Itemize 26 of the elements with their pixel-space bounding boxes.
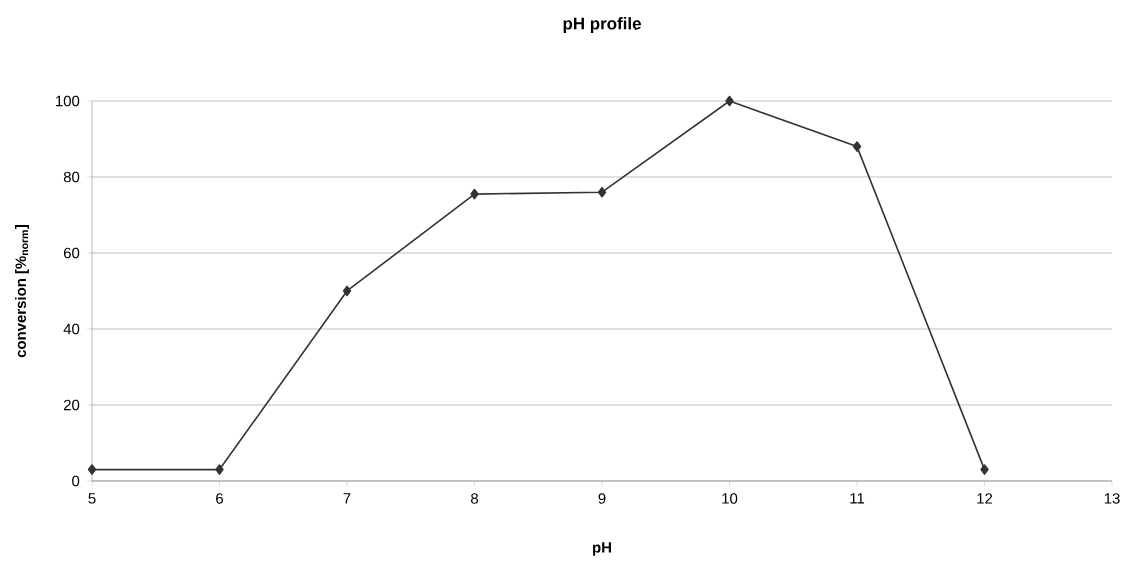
x-tick-label: 6 — [216, 493, 224, 504]
x-tick-label: 8 — [471, 493, 479, 504]
point — [597, 186, 607, 198]
x-tick-label: 9 — [598, 493, 606, 504]
point — [215, 464, 224, 475]
x-tick-label: 13 — [1104, 493, 1120, 504]
x-tick-label: 12 — [977, 493, 993, 504]
y-tick-label: 100 — [56, 95, 80, 107]
y-axis-title: conversion [%$_{norm}$] — [15, 224, 29, 358]
y-tick-label: 0 — [72, 475, 80, 487]
x-tick-label: 7 — [343, 493, 351, 504]
y-tick-label: 80 — [63, 171, 80, 183]
y-tick-label: 20 — [63, 399, 80, 411]
point — [342, 285, 352, 297]
x-tick-label: 5 — [88, 493, 96, 504]
point — [852, 141, 862, 152]
point — [725, 95, 734, 107]
point — [980, 464, 989, 475]
point — [470, 188, 479, 200]
point — [87, 464, 97, 475]
y-tick-label: 60 — [63, 247, 80, 259]
y-tick-label: 40 — [63, 323, 80, 335]
x-tick-label: 11 — [850, 493, 865, 504]
x-axis-title: pH — [593, 542, 611, 556]
chart-title: pH profile — [563, 17, 641, 33]
x-tick-label: 10 — [722, 493, 738, 504]
